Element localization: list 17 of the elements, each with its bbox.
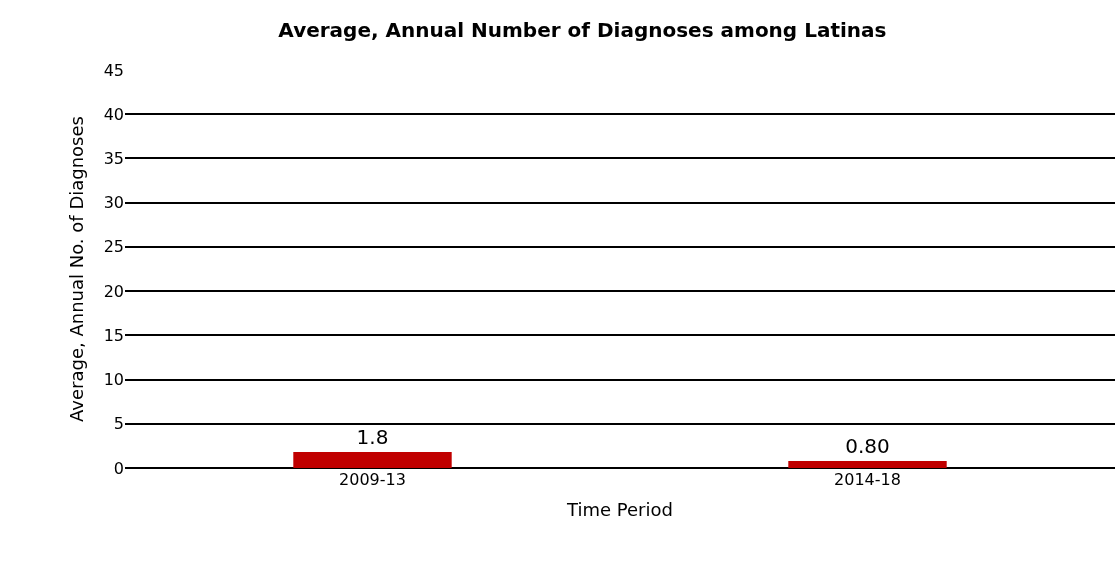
x-tick-label: 2014-18: [834, 470, 901, 489]
x-tick-label: 2009-13: [339, 470, 406, 489]
y-tick-label: 30: [103, 193, 124, 213]
y-tick-label: 5: [113, 414, 124, 434]
y-tick-label: 15: [103, 325, 124, 345]
x-axis-title: Time Period: [566, 499, 673, 521]
y-tick-label: 20: [103, 281, 124, 301]
y-tick-label: 35: [103, 149, 124, 169]
y-tick-label: 45: [103, 60, 124, 80]
y-tick-label: 25: [103, 237, 124, 257]
data-label: 0.80: [845, 433, 890, 458]
y-tick-label: 0: [113, 458, 124, 478]
data-label: 1.8: [356, 425, 389, 450]
chart-title: Average, Annual Number of Diagnoses among Latinas: [278, 17, 887, 42]
y-tick-label: 40: [103, 104, 124, 124]
y-axis-title: Average, Annual No. of Diagnoses: [65, 116, 87, 422]
y-tick-label: 10: [103, 370, 124, 390]
